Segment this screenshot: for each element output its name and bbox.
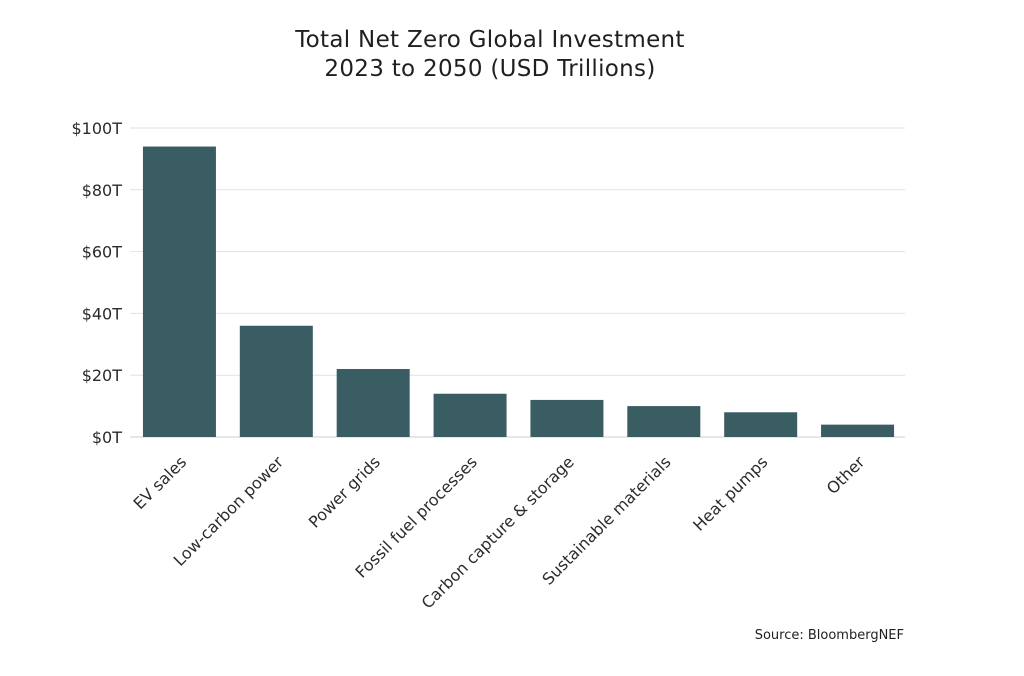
bar: [433, 393, 507, 437]
chart-title-line-1: Total Net Zero Global Investment: [295, 27, 685, 53]
bar: [821, 424, 895, 437]
source-note: Source: BloombergNEF: [754, 628, 904, 643]
chart-title-line-2: 2023 to 2050 (USD Trillions): [324, 56, 656, 82]
y-axis-tick-labels: $0T $20T $40T $60T $80T $100T: [72, 119, 123, 447]
bar: [627, 406, 701, 437]
y-tick-label: $80T: [82, 181, 123, 200]
bar: [142, 146, 216, 438]
bar: [239, 325, 313, 437]
chart-title: Total Net Zero Global Investment 2023 to…: [0, 26, 980, 84]
x-category-label: Power grids: [305, 452, 384, 531]
bar: [336, 369, 410, 437]
y-tick-label: $0T: [92, 428, 122, 447]
y-tick-label: $40T: [82, 304, 123, 323]
y-tick-label: $20T: [82, 366, 123, 385]
x-category-label: EV sales: [130, 452, 191, 513]
x-category-label: Other: [823, 452, 869, 498]
bar: [530, 399, 604, 437]
bar: [724, 412, 798, 437]
x-category-label: Low-carbon power: [170, 452, 288, 570]
y-tick-label: $100T: [72, 119, 123, 138]
x-category-label: Carbon capture & storage: [418, 452, 578, 612]
y-tick-label: $60T: [82, 243, 123, 262]
bar-layer: [142, 146, 895, 438]
x-category-label: Heat pumps: [689, 452, 771, 534]
